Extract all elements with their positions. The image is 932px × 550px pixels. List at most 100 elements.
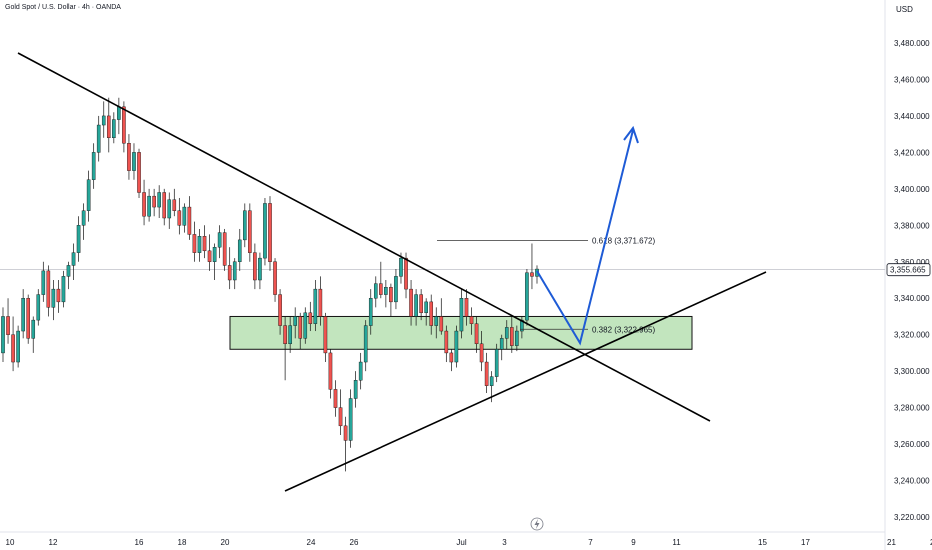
candle [182, 203, 187, 233]
candle-body [353, 380, 358, 399]
candle-body [449, 352, 454, 363]
candle-body [303, 312, 308, 339]
candle-body [112, 119, 116, 138]
time-tick-label: 10 [6, 538, 15, 547]
candle [384, 280, 388, 308]
candle-body [86, 179, 91, 211]
time-tick-label: 12 [49, 538, 58, 547]
candle-body [328, 352, 333, 390]
fib-label-0382: 0.382 (3,322.965) [592, 325, 655, 334]
candle [217, 225, 222, 259]
price-tick-label: 3,440.000 [894, 112, 930, 121]
candle-body [384, 287, 388, 295]
candle [469, 307, 474, 335]
candle-body [46, 270, 51, 308]
candle-body [197, 236, 202, 253]
price-tick-label: 3,240.000 [894, 477, 930, 486]
candle [368, 289, 373, 335]
candle [76, 216, 81, 262]
candle-body [484, 361, 489, 386]
candle-body [248, 210, 252, 253]
candle-body [11, 334, 15, 363]
candle-body [268, 203, 272, 262]
candle [86, 170, 91, 222]
candle [338, 389, 343, 435]
price-tick-label: 3,280.000 [894, 404, 930, 413]
candle [333, 380, 338, 417]
candle [11, 316, 15, 372]
projection-path[interactable] [536, 129, 634, 346]
candle-body [26, 298, 30, 339]
candle [419, 289, 423, 321]
candle-body [91, 152, 96, 180]
candle-body [96, 124, 101, 153]
candle-body [207, 250, 212, 262]
time-tick-label: 3 [502, 538, 507, 547]
candle [81, 203, 86, 240]
candle [56, 280, 61, 313]
candle [479, 331, 484, 372]
candle [237, 228, 242, 271]
candle-body [474, 323, 479, 345]
time-tick-label: 9 [631, 538, 636, 547]
candle-body [525, 272, 529, 321]
candle [449, 349, 454, 372]
candle-body [333, 389, 338, 408]
price-tick-label: 3,320.000 [894, 331, 930, 340]
candle [373, 276, 378, 308]
candle [293, 307, 297, 339]
candle [414, 289, 418, 326]
candle-body [212, 246, 217, 262]
candle-body [389, 287, 393, 303]
candle [273, 258, 277, 302]
candle-body [237, 239, 242, 262]
descending-trendline[interactable] [17, 52, 711, 422]
candle [288, 316, 292, 353]
candle [504, 320, 509, 350]
lightning-icon [534, 519, 540, 529]
time-tick-label: 17 [801, 538, 810, 547]
candle-body [348, 398, 353, 441]
candle [253, 243, 257, 290]
candle-body [308, 312, 313, 324]
candle [172, 188, 177, 217]
price-tick-label: 3,360.000 [894, 258, 930, 267]
candle-body [293, 316, 297, 326]
candle-body [313, 288, 318, 324]
candle-body [142, 192, 146, 217]
ascending-trendline[interactable] [284, 271, 767, 492]
candle [51, 280, 56, 321]
chart-title: Gold Spot / U.S. Dollar · 4h · OANDA [5, 4, 121, 11]
candle-body [227, 265, 232, 281]
candle-body [16, 330, 20, 363]
candle [16, 325, 20, 368]
time-tick-label: 15 [758, 538, 767, 547]
candle [222, 228, 227, 271]
time-tick-label: 21 [887, 538, 896, 547]
candle-body [409, 288, 413, 317]
candle-body [363, 325, 368, 363]
candle-body [494, 349, 499, 377]
time-tick-label: 18 [178, 538, 187, 547]
candle-body [51, 288, 56, 308]
candle [283, 316, 287, 381]
candle-body [414, 294, 418, 317]
candle [187, 196, 192, 240]
candle-body [101, 115, 106, 126]
candle-body [6, 316, 10, 335]
candle-body [202, 236, 207, 252]
candle [263, 197, 267, 266]
time-tick-label: Jul [456, 538, 466, 547]
candle-body [187, 206, 192, 235]
candle-body [127, 143, 131, 171]
candle [197, 228, 202, 262]
candle-body [217, 232, 222, 248]
candle-body [399, 257, 403, 277]
candle-body [177, 210, 182, 226]
candle-body [394, 276, 398, 303]
candle [167, 192, 172, 229]
candle [6, 298, 10, 344]
candle [127, 134, 131, 180]
candle [444, 325, 449, 363]
